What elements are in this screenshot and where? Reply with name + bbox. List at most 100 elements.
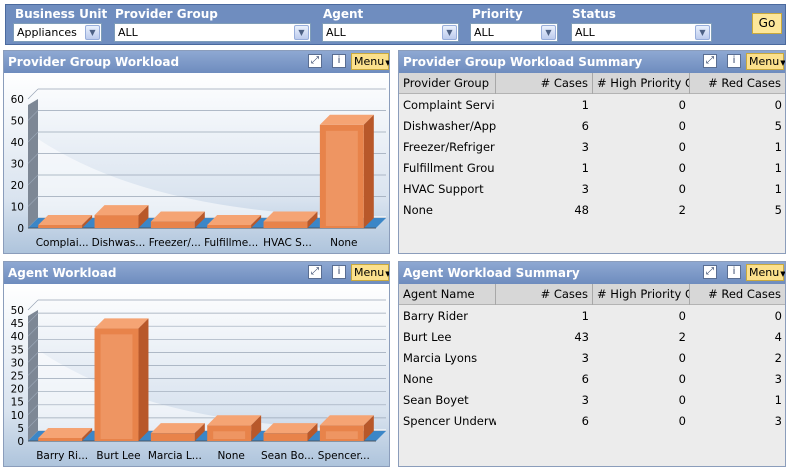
y-tick-label: 50	[11, 116, 24, 128]
table-cell: 6	[581, 372, 589, 386]
y-tick-label: 40	[11, 137, 24, 149]
status-select[interactable]: ALL ▼	[571, 23, 712, 42]
menu-button[interactable]: Menu▼	[746, 53, 785, 70]
y-tick-label: 0	[17, 436, 24, 448]
expand-icon[interactable]: ⤢	[308, 265, 322, 279]
provider-group-bar-chart: 0 10 20 30 40 50 60 Complai... Dishwas... Freezer…	[11, 88, 386, 249]
menu-button[interactable]: Menu▼	[746, 264, 785, 281]
expand-icon[interactable]: ⤢	[308, 54, 322, 68]
status-filter: Status	[572, 7, 616, 22]
table-cell: 3	[774, 414, 782, 428]
x-tick-label: None	[330, 237, 357, 249]
x-tick-label: Sean Bo...	[261, 450, 314, 462]
y-tick-label: 60	[11, 94, 24, 106]
provider-group-select[interactable]: ALL ▼	[114, 23, 311, 42]
agent-workload-panel: Agent Workload ⤢ i Menu▼ 051015202530354…	[3, 261, 390, 467]
column-header[interactable]: # Cases	[496, 73, 593, 94]
bar-front	[263, 433, 308, 441]
table-cell: 1	[774, 140, 782, 154]
grid-line	[27, 339, 39, 350]
info-icon[interactable]: i	[727, 54, 741, 68]
bar-side	[251, 415, 262, 441]
x-tick-label: Complai...	[36, 237, 89, 249]
column-header[interactable]: Provider Group	[399, 73, 496, 94]
table-cell: Burt Lee	[403, 330, 452, 344]
chart-left-wall	[28, 99, 38, 228]
table-cell: 3	[581, 393, 589, 407]
grid-line	[27, 391, 39, 402]
agent-summary-table: Agent Name # Cases # High Priority C # Red …	[399, 284, 785, 466]
table-row[interactable]: Dishwasher/App 6 0 5	[399, 116, 785, 137]
bar	[263, 423, 318, 441]
status-value: ALL	[575, 26, 595, 39]
bar	[263, 211, 318, 228]
bar-side	[82, 215, 93, 228]
column-header[interactable]: # Cases	[496, 284, 593, 305]
info-icon[interactable]: i	[332, 265, 346, 279]
bar	[150, 423, 205, 441]
table-cell: Spencer Underw	[403, 414, 496, 428]
bar-highlight	[213, 431, 246, 439]
table-row[interactable]: Spencer Underw 6 0 3	[399, 411, 785, 432]
chevron-down-icon: ▼	[85, 25, 100, 40]
table-row[interactable]: Barry Rider 1 0 0	[399, 306, 785, 327]
menu-button[interactable]: Menu▼	[351, 264, 389, 281]
menu-label: Menu	[749, 266, 780, 279]
table-row[interactable]: Complaint Servi 1 0 0	[399, 95, 785, 116]
bar	[94, 205, 149, 228]
y-tick-label: 15	[11, 397, 24, 409]
expand-icon[interactable]: ⤢	[703, 54, 717, 68]
column-header[interactable]: Agent Name	[399, 284, 496, 305]
bar-highlight	[325, 431, 358, 439]
table-row[interactable]: Sean Boyet 3 0 1	[399, 390, 785, 411]
bar-side	[307, 423, 318, 441]
bar-front	[38, 225, 83, 228]
panel-header: Agent Workload Summary ⤢ i Menu▼	[399, 262, 785, 284]
go-button[interactable]: Go	[752, 13, 782, 34]
x-tick-label: Spencer...	[318, 450, 370, 462]
agent-select[interactable]: ALL ▼	[322, 23, 459, 42]
provider-group-summary-panel: Provider Group Workload Summary ⤢ i Menu…	[398, 50, 786, 254]
table-cell: 6	[581, 414, 589, 428]
y-tick-label: 30	[11, 357, 24, 369]
bar-top	[263, 423, 318, 434]
bar	[150, 211, 205, 228]
column-header[interactable]: # High Priority C	[593, 284, 690, 305]
table-row[interactable]: None 6 0 3	[399, 369, 785, 390]
bar-top	[150, 423, 205, 434]
y-tick-label: 50	[11, 305, 24, 317]
provider-group-filter: Provider Group	[115, 7, 218, 22]
info-icon[interactable]: i	[332, 54, 346, 68]
table-cell: 1	[774, 182, 782, 196]
table-cell: HVAC Support	[403, 182, 484, 196]
column-header[interactable]: # High Priority C	[593, 73, 690, 94]
table-cell: Marcia Lyons	[403, 351, 478, 365]
y-tick-label: 20	[11, 384, 24, 396]
table-row[interactable]: Marcia Lyons 3 0 2	[399, 348, 785, 369]
table-header: Provider Group # Cases # High Priority C # …	[399, 73, 785, 94]
table-row[interactable]: HVAC Support 3 0 1	[399, 179, 785, 200]
column-header[interactable]: # Red Cases	[690, 284, 785, 305]
table-cell: 5	[774, 203, 782, 217]
bar	[94, 318, 149, 441]
column-header[interactable]: # Red Cases	[690, 73, 785, 94]
chart-left-wall	[28, 310, 38, 441]
grid-line	[27, 110, 39, 121]
panel-title: Agent Workload	[8, 266, 117, 280]
info-icon[interactable]: i	[727, 265, 741, 279]
agent-value: ALL	[326, 26, 346, 39]
x-tick-label: Freezer/...	[149, 237, 201, 249]
table-row[interactable]: None 48 2 5	[399, 200, 785, 221]
grid-line	[27, 88, 39, 100]
business-unit-select[interactable]: Appliances ▼	[13, 23, 102, 42]
priority-select[interactable]: ALL ▼	[470, 23, 558, 42]
table-row[interactable]: Freezer/Refriger 3 0 1	[399, 137, 785, 158]
menu-button[interactable]: Menu▼	[351, 53, 389, 70]
table-row[interactable]: Fulfillment Grou 1 0 1	[399, 158, 785, 179]
expand-icon[interactable]: ⤢	[703, 265, 717, 279]
y-tick-label: 10	[11, 410, 24, 422]
table-row[interactable]: Burt Lee 43 2 4	[399, 327, 785, 348]
priority-filter: Priority	[472, 7, 523, 22]
y-tick-label: 5	[17, 423, 24, 435]
table-cell: 43	[574, 330, 589, 344]
